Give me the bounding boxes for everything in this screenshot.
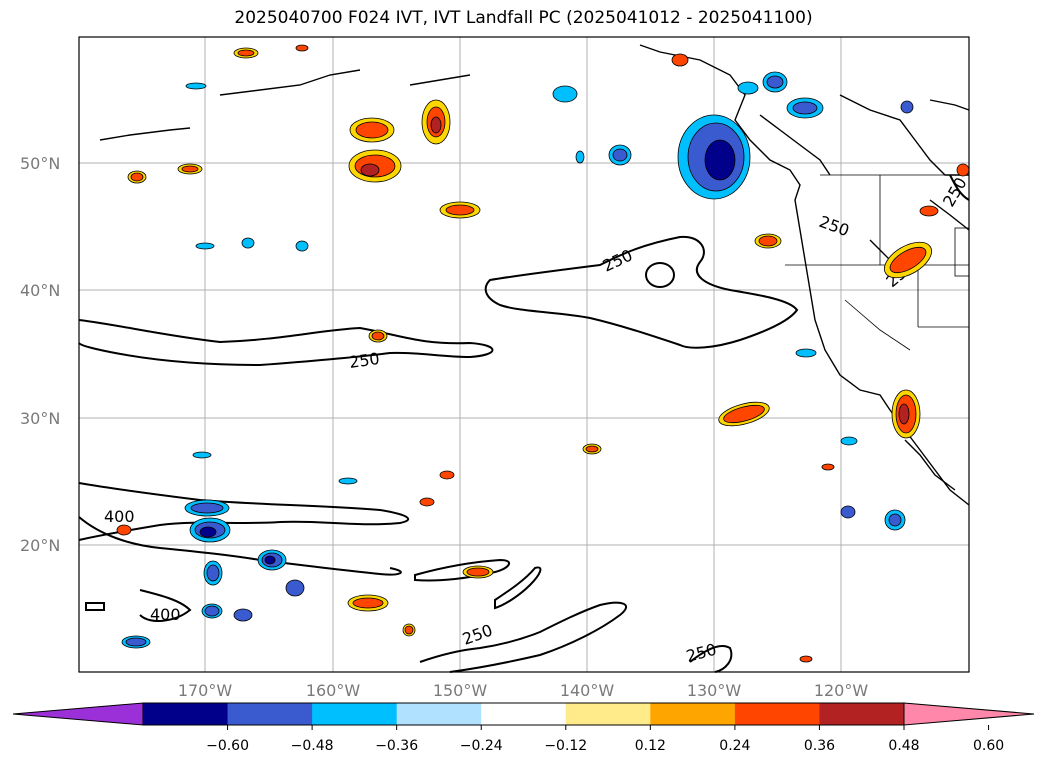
colorbar-tick-label: −0.24 xyxy=(460,738,503,754)
ivt-contours xyxy=(78,174,970,673)
colorbar-tick-label: −0.36 xyxy=(375,738,418,754)
lon-label: 120°W xyxy=(814,681,869,700)
contour-label: 250 xyxy=(684,640,718,666)
colorbar-tick-label: 0.60 xyxy=(973,738,1004,754)
lon-label: 170°W xyxy=(178,681,233,700)
colorbar-segment xyxy=(650,703,736,725)
colorbar-ticks: −0.60 −0.48 −0.36 −0.24 −0.12 0.12 0.24 0.36 0.4… xyxy=(206,725,1004,754)
colorbar-segment xyxy=(312,703,398,725)
contour-label: 250 xyxy=(939,174,971,210)
colorbar-segment xyxy=(481,703,567,725)
colorbar-segment xyxy=(227,703,313,725)
colorbar-segments xyxy=(142,702,905,726)
contour-label: 250 xyxy=(460,620,495,648)
contour-label: 250 xyxy=(600,245,636,275)
colorbar-tick-label: −0.48 xyxy=(291,738,334,754)
lon-label: 160°W xyxy=(306,681,361,700)
positive-pc-regions xyxy=(116,44,970,663)
longitude-labels: 170°W 160°W 150°W 140°W 130°W 120°W xyxy=(178,681,869,700)
colorbar-under-arrow xyxy=(12,702,144,726)
lat-label: 40°N xyxy=(20,281,60,300)
lat-label: 50°N xyxy=(20,154,60,173)
colorbar-tick-label: 0.48 xyxy=(888,738,919,754)
lat-label: 20°N xyxy=(20,536,60,555)
colorbar-tick-label: 0.12 xyxy=(635,738,666,754)
colorbar-segment xyxy=(734,703,820,725)
colorbar: −0.60 −0.48 −0.36 −0.24 −0.12 0.12 0.24 0.36 0.4… xyxy=(12,702,1035,754)
colorbar-over-arrow xyxy=(903,702,1035,726)
contour-label: 400 xyxy=(150,605,181,624)
lon-label: 140°W xyxy=(560,681,615,700)
contour-label: 400 xyxy=(104,507,135,526)
map-frame xyxy=(78,36,970,673)
colorbar-tick-label: 0.36 xyxy=(804,738,835,754)
lon-label: 130°W xyxy=(687,681,742,700)
lat-label: 30°N xyxy=(20,409,60,428)
contour-label: 250 xyxy=(348,349,381,372)
lon-label: 150°W xyxy=(433,681,488,700)
colorbar-tick-label: 0.24 xyxy=(719,738,750,754)
latitude-labels: 50°N 40°N 30°N 20°N xyxy=(20,154,60,555)
negative-pc-regions xyxy=(121,71,914,649)
contour-label: 250 xyxy=(817,212,852,240)
colorbar-segment xyxy=(565,703,651,725)
colorbar-segment xyxy=(143,703,229,725)
colorbar-tick-label: −0.60 xyxy=(206,738,249,754)
colorbar-segment xyxy=(819,703,905,725)
colorbar-segment xyxy=(396,703,482,725)
colorbar-tick-label: −0.12 xyxy=(544,738,587,754)
coastlines xyxy=(99,44,970,506)
map-title: 2025040700 F024 IVT, IVT Landfall PC (20… xyxy=(234,8,813,28)
